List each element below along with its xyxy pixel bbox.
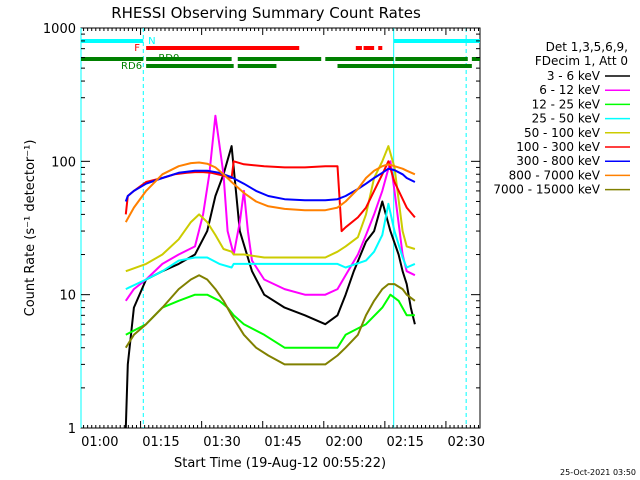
legend-entry-label: 800 - 7000 keV — [509, 168, 601, 182]
x-tick-label: 01:45 — [264, 435, 301, 450]
y-axis-label: Count Rate (s⁻¹ detector⁻¹) — [23, 140, 38, 317]
series-layer — [124, 114, 416, 429]
series-line-300-800-kev — [124, 167, 416, 202]
y-tick-label: 100 — [51, 155, 76, 170]
legend-entry-label: 12 - 25 keV — [532, 97, 601, 111]
legend-entry-label: 25 - 50 keV — [532, 112, 601, 126]
x-tick-label: 02:15 — [386, 435, 423, 450]
y-axis: 1 10 100 1000 — [43, 22, 480, 437]
vertical-markers — [80, 28, 467, 428]
series-line-50-100-kev — [125, 145, 416, 273]
x-axis: 01:00 01:15 01:30 01:45 02:00 02:15 02:30 — [81, 28, 485, 450]
plot-frame — [80, 27, 481, 429]
x-tick-label: 01:30 — [203, 435, 240, 450]
series-line-12-25-kev — [125, 293, 415, 349]
flag-rd6-label: RD6 — [121, 61, 142, 72]
series-line-6-12-kev — [124, 114, 416, 302]
series-line-800-7000-kev — [124, 161, 416, 223]
x-axis-label: Start Time (19-Aug-12 00:55:22) — [174, 456, 386, 471]
y-tick-label: 10 — [59, 289, 76, 304]
legend-entry-label: 7000 - 15000 keV — [493, 183, 600, 197]
footer-timestamp: 25-Oct-2021 03:50 — [560, 468, 636, 477]
x-tick-label: 02:00 — [325, 435, 362, 450]
attenuator-flags: NF RD0 RD6 — [81, 36, 480, 72]
legend-header-line-1: Det 1,3,5,6,9, — [546, 40, 628, 54]
legend-entry-label: 3 - 6 keV — [547, 69, 601, 83]
series-line-25-50-kev — [125, 202, 416, 291]
legend-entry-label: 300 - 800 keV — [516, 154, 600, 168]
flag-rd0-label: RD0 — [158, 53, 179, 64]
y-tick-label: 1 — [68, 422, 76, 437]
legend-entry-label: 6 - 12 keV — [539, 83, 601, 97]
legend: Det 1,3,5,6,9, FDecim 1, Att 0 3 - 6 keV… — [493, 40, 630, 197]
chart-title: RHESSI Observing Summary Count Rates — [111, 4, 421, 22]
series-line-3-6-kev — [124, 145, 416, 429]
y-tick-label: 1000 — [43, 22, 76, 37]
x-tick-label: 01:15 — [142, 435, 179, 450]
flag-f-label: F — [134, 43, 140, 54]
x-tick-label: 02:30 — [448, 435, 485, 450]
legend-entry-label: 100 - 300 keV — [516, 140, 600, 154]
legend-entry-label: 50 - 100 keV — [524, 126, 601, 140]
x-tick-label: 01:00 — [81, 435, 118, 450]
legend-header-line-2: FDecim 1, Att 0 — [535, 54, 628, 68]
series-line-7000-15000-kev — [124, 274, 416, 366]
flag-n-label: N — [148, 36, 155, 47]
